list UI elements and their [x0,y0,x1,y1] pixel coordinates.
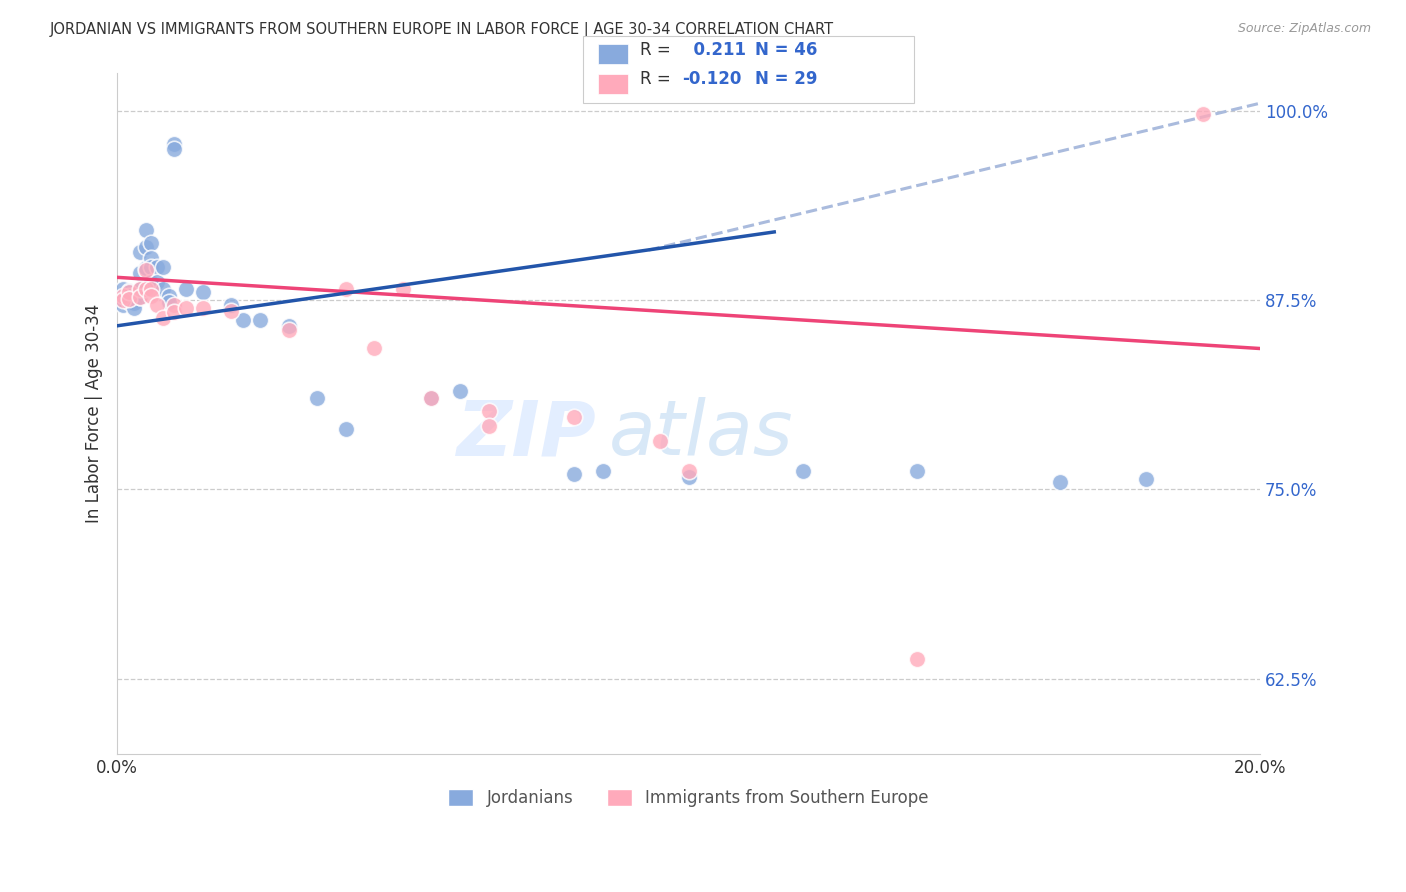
Point [157,294,180,309]
Point [307,392,329,406]
Point [232,312,254,326]
Point [146,260,169,274]
Point [221,303,243,318]
Point [124,290,146,304]
Point [163,137,186,152]
Point [141,288,163,302]
Point [146,275,169,289]
Point [135,223,157,237]
Point [141,235,163,250]
Point [392,283,415,297]
Point [335,283,357,297]
Point [562,409,585,424]
Point [146,297,169,311]
Point [141,275,163,289]
Point [277,323,299,337]
Point [477,403,499,417]
Point [191,285,214,300]
Point [648,434,671,448]
Point [420,392,443,406]
Point [141,260,163,274]
Point [1135,472,1157,486]
Point [174,301,197,315]
Point [335,422,357,436]
Point [141,251,163,265]
Point [678,470,700,484]
Text: 0.211: 0.211 [682,41,747,59]
Point [191,301,214,315]
Point [905,464,928,478]
Point [117,294,139,309]
Point [129,290,152,304]
Text: JORDANIAN VS IMMIGRANTS FROM SOUTHERN EUROPE IN LABOR FORCE | AGE 30-34 CORRELAT: JORDANIAN VS IMMIGRANTS FROM SOUTHERN EU… [49,22,834,38]
Point [135,262,157,277]
Point [124,301,146,315]
Point [129,283,152,297]
Text: N = 46: N = 46 [755,41,817,59]
Text: R =: R = [640,41,671,59]
Point [249,312,271,326]
Point [111,297,134,311]
Point [678,464,700,478]
Point [157,288,180,302]
Point [174,283,197,297]
Point [562,467,585,482]
Point [141,283,163,297]
Point [111,288,134,302]
Point [152,283,174,297]
Point [117,284,139,298]
Point [449,384,471,398]
Point [111,292,134,306]
Text: atlas: atlas [609,397,793,471]
Point [163,297,186,311]
Point [129,266,152,280]
Text: N = 29: N = 29 [755,70,817,88]
Point [592,464,614,478]
Point [135,283,157,297]
Text: R =: R = [640,70,671,88]
Text: -0.120: -0.120 [682,70,741,88]
Y-axis label: In Labor Force | Age 30-34: In Labor Force | Age 30-34 [86,304,103,524]
Point [111,283,134,297]
Point [1049,475,1071,489]
Point [135,240,157,254]
Point [129,290,152,304]
Point [111,293,134,307]
Point [124,296,146,310]
Text: ZIP: ZIP [457,397,598,471]
Point [117,288,139,302]
Point [363,342,385,356]
Point [117,292,139,306]
Point [163,142,186,156]
Point [420,392,443,406]
Point [111,288,134,302]
Point [1191,107,1213,121]
Point [792,464,814,478]
Point [129,244,152,259]
Point [163,305,186,319]
Point [135,261,157,276]
Point [152,260,174,274]
Point [152,311,174,326]
Point [477,418,499,433]
Point [277,318,299,333]
Legend: Jordanians, Immigrants from Southern Europe: Jordanians, Immigrants from Southern Eur… [441,782,935,814]
Point [905,652,928,666]
Text: Source: ZipAtlas.com: Source: ZipAtlas.com [1237,22,1371,36]
Point [221,297,243,311]
Point [117,285,139,300]
Point [129,283,152,297]
